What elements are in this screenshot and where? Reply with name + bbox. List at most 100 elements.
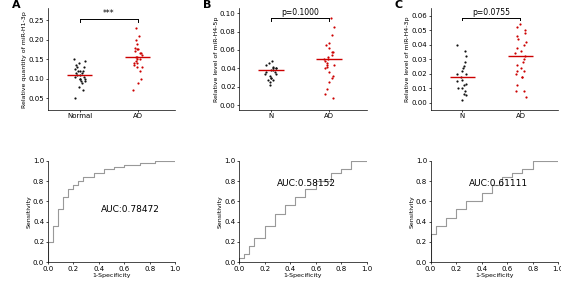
Point xyxy=(461,48,470,53)
X-axis label: 1-Specificity: 1-Specificity xyxy=(92,273,131,278)
Point xyxy=(454,86,463,91)
Point xyxy=(133,65,142,69)
Text: AUC:0.78472: AUC:0.78472 xyxy=(102,205,160,214)
Text: C: C xyxy=(395,0,403,10)
Point xyxy=(328,75,337,80)
Text: AUC:0.58152: AUC:0.58152 xyxy=(277,179,337,188)
Point xyxy=(132,55,141,60)
Point xyxy=(323,63,332,67)
Point xyxy=(267,75,276,80)
Point xyxy=(327,16,335,20)
Point xyxy=(80,65,89,69)
Point xyxy=(75,61,84,65)
Point xyxy=(80,74,89,79)
Point xyxy=(72,72,81,77)
Point xyxy=(272,66,280,71)
Point xyxy=(132,26,141,30)
Point xyxy=(79,88,88,93)
Point xyxy=(513,83,522,88)
Point xyxy=(516,22,525,27)
Point xyxy=(135,69,144,73)
Point xyxy=(266,75,275,80)
Point xyxy=(328,50,337,54)
X-axis label: 1-Specificity: 1-Specificity xyxy=(475,273,514,278)
Point xyxy=(72,65,81,69)
Point xyxy=(70,57,79,61)
Text: ***: *** xyxy=(103,9,114,18)
Point xyxy=(264,61,273,65)
Point xyxy=(457,86,466,91)
Point xyxy=(512,71,521,76)
Point xyxy=(516,48,525,53)
Y-axis label: Relative level of miR-H4-3p: Relative level of miR-H4-3p xyxy=(405,16,410,102)
Point xyxy=(75,72,84,77)
Point xyxy=(319,57,328,61)
Y-axis label: Sensitivity: Sensitivity xyxy=(218,195,223,228)
Point xyxy=(459,64,468,69)
Point xyxy=(80,76,89,81)
Point xyxy=(457,69,466,73)
Point xyxy=(81,78,90,83)
Point xyxy=(518,74,527,79)
Point xyxy=(134,47,143,52)
Point xyxy=(461,60,470,64)
Point xyxy=(137,53,146,58)
Point xyxy=(272,72,281,76)
Point xyxy=(325,46,334,50)
Point xyxy=(324,80,333,85)
Point xyxy=(320,92,329,96)
Point xyxy=(324,55,333,60)
Point xyxy=(328,33,337,38)
Point xyxy=(521,95,530,99)
Point xyxy=(324,40,333,45)
Point xyxy=(460,83,469,88)
Point xyxy=(323,64,332,69)
Point xyxy=(266,83,275,87)
Point xyxy=(131,38,140,42)
Point xyxy=(129,88,138,93)
Point xyxy=(324,57,333,61)
Point xyxy=(329,50,338,54)
Point xyxy=(77,70,86,75)
Point xyxy=(330,63,339,67)
Point xyxy=(132,55,141,60)
Point xyxy=(320,66,329,71)
Point xyxy=(70,74,79,79)
X-axis label: 1-Specificity: 1-Specificity xyxy=(284,273,322,278)
Point xyxy=(138,65,147,69)
Point xyxy=(462,81,471,86)
Point xyxy=(75,84,84,89)
Point xyxy=(329,96,338,100)
Point xyxy=(453,71,462,76)
Point xyxy=(131,45,140,50)
Point xyxy=(76,69,85,73)
Point xyxy=(269,66,278,71)
Point xyxy=(328,74,337,78)
Point xyxy=(329,25,338,29)
Point xyxy=(458,98,467,102)
Point xyxy=(261,63,270,67)
Point xyxy=(459,92,468,96)
Point xyxy=(76,78,85,83)
Point xyxy=(132,47,141,52)
Text: B: B xyxy=(204,0,211,10)
Point xyxy=(136,57,145,61)
Point xyxy=(513,37,522,41)
Point xyxy=(453,79,462,83)
Point xyxy=(136,76,145,81)
Point xyxy=(272,66,281,71)
Point xyxy=(261,72,270,76)
Point xyxy=(323,87,332,91)
Point xyxy=(133,57,142,61)
Point xyxy=(322,61,331,65)
Point xyxy=(133,61,142,65)
Point xyxy=(512,63,521,67)
Point xyxy=(79,69,88,73)
Point xyxy=(268,77,277,82)
Point xyxy=(328,52,337,57)
Point xyxy=(134,80,142,85)
Point xyxy=(70,96,79,100)
Point xyxy=(262,70,271,74)
Point xyxy=(73,69,82,73)
Point xyxy=(512,34,521,38)
